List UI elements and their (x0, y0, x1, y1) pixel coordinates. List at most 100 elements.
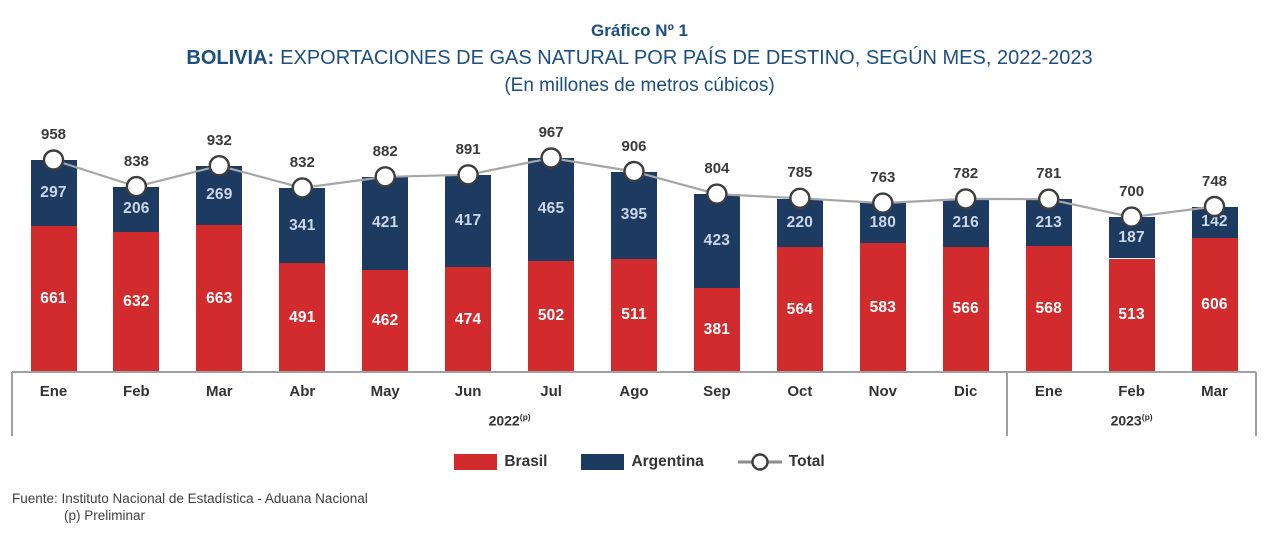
bar-value-label-brasil: 583 (869, 298, 897, 316)
total-value-label: 785 (787, 164, 813, 182)
legend-item-brasil: Brasil (454, 453, 547, 471)
total-value-label: 781 (1036, 165, 1062, 183)
bar-segment-brasil: 566 (942, 246, 989, 372)
bar-value-label-brasil: 606 (1201, 295, 1228, 313)
chart-unit-subtitle: (En millones de metros cúbicos) (504, 75, 775, 96)
bar-segment-argentina: 142 (1191, 206, 1238, 238)
axis-tick (1006, 372, 1009, 436)
total-value-label: 932 (206, 131, 232, 149)
bar-value-label-brasil: 511 (621, 306, 647, 324)
bar-value-label-brasil: 513 (1118, 306, 1145, 324)
bar-segment-argentina: 187 (1108, 217, 1155, 259)
bar-segment-brasil: 606 (1191, 237, 1238, 372)
bar-segment-argentina: 220 (776, 198, 823, 248)
bar-value-label-argentina: 465 (537, 200, 565, 218)
month-label: Oct (787, 383, 813, 400)
bar-value-label-argentina: 395 (620, 206, 648, 224)
month-label: Ene (1034, 383, 1063, 400)
total-value-label: 748 (1201, 172, 1228, 190)
bar-value-label-brasil: 661 (40, 289, 67, 307)
chart-number-title: Gráfico Nº 1 (591, 21, 688, 40)
month-label: Feb (1118, 383, 1145, 400)
month-label: Feb (123, 383, 150, 400)
bar-segment-argentina: 213 (1025, 199, 1072, 247)
bar-value-label-argentina: 187 (1118, 228, 1145, 246)
bar-segment-argentina: 423 (693, 194, 740, 288)
bar-value-label-brasil: 381 (703, 320, 731, 338)
bar-segment-argentina: 206 (113, 186, 160, 233)
bar-value-label-brasil: 566 (952, 300, 979, 318)
year-label: 2023(p) (1110, 412, 1153, 429)
bar-value-label-brasil: 462 (371, 311, 399, 329)
legend: Brasil Argentina Total (0, 452, 1279, 472)
bar-value-label-argentina: 423 (703, 231, 731, 249)
bar-value-label-argentina: 216 (952, 213, 979, 231)
bar-segment-argentina: 421 (362, 176, 409, 270)
bar-segment-brasil: 381 (693, 287, 740, 372)
total-value-label: 763 (870, 169, 896, 187)
total-value-label: 838 (123, 152, 149, 170)
bar-segment-argentina: 465 (528, 158, 575, 261)
month-label: Jun (454, 383, 482, 400)
total-value-label: 967 (538, 124, 564, 141)
bar-value-label-argentina: 297 (40, 183, 67, 201)
chart-title-text: EXPORTACIONES DE GAS NATURAL POR PAÍS DE… (280, 47, 1093, 69)
bar-value-label-argentina: 417 (454, 211, 482, 229)
month-label: Mar (1201, 383, 1228, 400)
total-value-label: 782 (953, 164, 979, 182)
total-value-label: 700 (1119, 183, 1145, 201)
bar-value-label-argentina: 142 (1201, 213, 1228, 231)
year-label: 2022(p) (488, 412, 531, 429)
bar-segment-brasil: 513 (1108, 258, 1155, 372)
bar-segment-brasil: 632 (113, 232, 160, 372)
total-value-label: 958 (40, 126, 67, 143)
bar-value-label-argentina: 213 (1035, 213, 1062, 231)
month-label: Abr (289, 383, 316, 400)
bar-segment-brasil: 661 (30, 225, 77, 372)
source-note: Fuente: Instituto Nacional de Estadístic… (12, 490, 368, 524)
bar-value-label-brasil: 564 (786, 300, 814, 318)
x-axis-line (12, 371, 1256, 373)
legend-label-total: Total (788, 453, 825, 470)
bar-segment-brasil: 474 (445, 267, 492, 372)
legend-item-argentina: Argentina (581, 453, 704, 471)
bar-segment-argentina: 341 (279, 187, 326, 264)
bar-segment-argentina: 180 (859, 203, 906, 243)
bar-value-label-argentina: 421 (371, 214, 399, 232)
bar-segment-brasil: 462 (362, 269, 409, 372)
total-value-label: 891 (455, 140, 481, 158)
axis-tick (1255, 372, 1257, 436)
bar-segment-argentina: 216 (942, 198, 989, 247)
month-label: Sep (703, 383, 731, 400)
total-value-label: 832 (289, 153, 315, 171)
bar-value-label-brasil: 632 (123, 293, 150, 311)
bar-segment-brasil: 663 (196, 225, 243, 372)
legend-swatch-brasil (454, 454, 498, 470)
legend-label-argentina: Argentina (631, 453, 704, 470)
bar-value-label-argentina: 206 (123, 200, 150, 218)
bar-segment-brasil: 568 (1025, 246, 1072, 372)
chart-title-prefix: BOLIVIA: (186, 47, 275, 69)
bar-value-label-brasil: 474 (454, 310, 482, 328)
month-label: Mar (205, 383, 233, 400)
bar-segment-brasil: 491 (279, 263, 326, 372)
bar-segment-brasil: 583 (859, 243, 906, 372)
bar-segment-argentina: 297 (30, 160, 77, 226)
total-value-label: 882 (372, 142, 398, 160)
bar-segment-brasil: 511 (611, 258, 657, 372)
legend-item-total: Total (737, 452, 825, 472)
month-label: Jul (540, 383, 562, 400)
month-label: Nov (868, 383, 897, 400)
bar-segment-brasil: 502 (528, 260, 575, 372)
month-label: Dic (954, 383, 978, 400)
total-value-label: 906 (621, 137, 647, 155)
preliminary-note: (p) Preliminar (64, 508, 146, 523)
bar-value-label-argentina: 341 (289, 216, 316, 234)
bar-segment-argentina: 269 (196, 165, 243, 226)
month-label: Ago (619, 383, 649, 400)
legend-swatch-total-marker (737, 452, 782, 472)
bar-value-label-brasil: 663 (206, 289, 233, 307)
month-label: Ene (39, 383, 68, 400)
bar-segment-brasil: 564 (776, 247, 823, 372)
